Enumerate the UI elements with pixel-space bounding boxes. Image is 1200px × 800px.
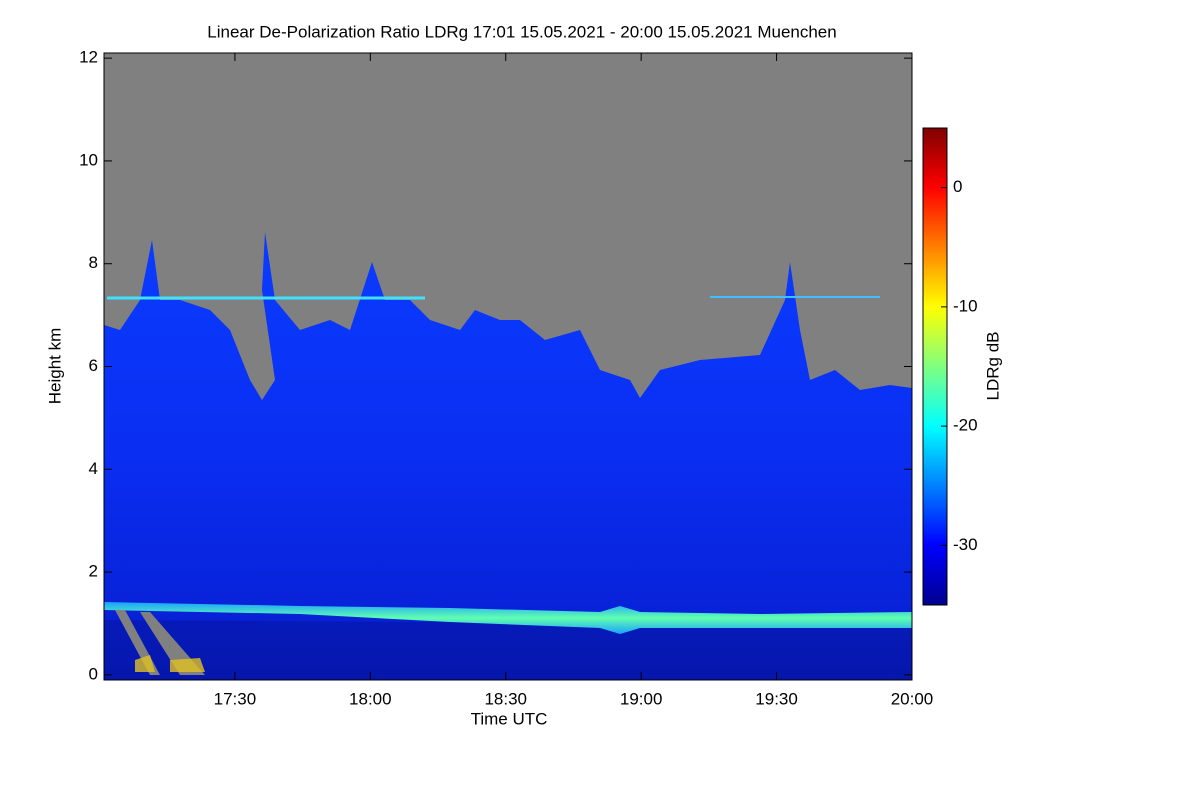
- y-tick-label: 10: [79, 150, 98, 169]
- y-axis-label: Height km: [45, 328, 64, 405]
- y-tick-label: 8: [89, 253, 98, 272]
- x-tick-label: 20:00: [891, 689, 934, 708]
- no-signal-streak: [115, 610, 205, 675]
- x-axis-label: Time UTC: [471, 709, 548, 728]
- y-tick-label: 6: [89, 356, 98, 375]
- y-tick-label: 0: [89, 664, 98, 683]
- colorbar-tick-label: -10: [953, 296, 978, 315]
- chart-title: Linear De-Polarization Ratio LDRg 17:01 …: [207, 22, 836, 41]
- x-tick-label: 19:30: [755, 689, 798, 708]
- y-tick-label: 2: [89, 562, 98, 581]
- aerosol-layer: [104, 602, 912, 634]
- x-tick-label: 17:30: [214, 689, 257, 708]
- colorbar: [922, 127, 948, 606]
- colorbar-tick-label: -30: [953, 535, 978, 554]
- signal-area: [104, 232, 912, 680]
- colorbar-label: LDRg dB: [983, 332, 1002, 401]
- colorbar-tick-label: -20: [953, 416, 978, 435]
- lower-region: [104, 620, 912, 680]
- x-tick-label: 18:30: [484, 689, 527, 708]
- y-tick-label: 12: [79, 48, 98, 67]
- x-tick-label: 18:00: [349, 689, 392, 708]
- heatmap: [104, 53, 912, 680]
- x-tick-label: 19:00: [620, 689, 663, 708]
- colorbar-tick-label: 0: [953, 177, 962, 196]
- high-ldr-spots: [135, 655, 205, 672]
- y-tick-label: 4: [89, 459, 98, 478]
